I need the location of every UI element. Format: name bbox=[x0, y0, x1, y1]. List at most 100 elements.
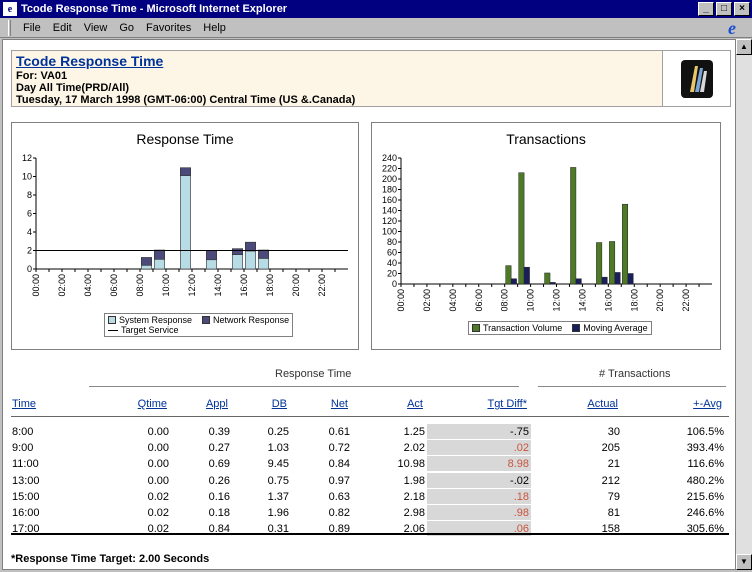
bar-system-response bbox=[258, 258, 270, 270]
menu-file[interactable]: File bbox=[23, 21, 41, 34]
x-tick-label: 02:00 bbox=[57, 274, 67, 297]
bar-transaction-volume bbox=[544, 272, 551, 285]
cell-actual: 81 bbox=[607, 507, 620, 519]
x-tick-label: 08:00 bbox=[500, 289, 510, 312]
col-appl[interactable]: Appl bbox=[205, 398, 228, 410]
x-tick-label: 00:00 bbox=[396, 289, 406, 312]
cell-time: 9:00 bbox=[12, 442, 34, 455]
cell-act: 2.18 bbox=[403, 490, 425, 503]
response-time-legend: System Response Network Response Target … bbox=[104, 313, 294, 337]
response-time-plot: 0 2 4 6 8 10 12 00:00 02:00 04:00 06:00 08:00 10:00 1… bbox=[22, 153, 348, 297]
group-transactions: # Transactions bbox=[599, 368, 671, 380]
y-tick-label: 40 bbox=[387, 258, 397, 268]
cell-time: 11:00 bbox=[12, 458, 39, 471]
y-tick-label: 200 bbox=[382, 174, 397, 184]
moving-average-swatch bbox=[572, 324, 581, 332]
cell-actual: 212 bbox=[601, 474, 620, 487]
cell-db: 0.25 bbox=[267, 426, 289, 438]
col-time[interactable]: Time bbox=[12, 398, 37, 410]
y-tick-label: 160 bbox=[382, 195, 397, 205]
cell-act: 2.06 bbox=[403, 523, 425, 536]
x-tick-label: 22:00 bbox=[317, 274, 327, 297]
cell-qtime: 0.02 bbox=[147, 490, 169, 503]
transactions-chart: Transactions 0 20 40 60 80 100 120 140 160 180 200… bbox=[371, 122, 721, 350]
cell-tgt: .06 bbox=[513, 523, 529, 536]
scroll-up-icon[interactable]: ▲ bbox=[736, 39, 752, 55]
bar-transaction-volume bbox=[609, 241, 616, 285]
bar-transaction-volume bbox=[505, 265, 512, 285]
cell-db: 1.37 bbox=[267, 490, 289, 503]
col-actual[interactable]: Actual bbox=[587, 398, 618, 410]
scroll-down-icon[interactable]: ▼ bbox=[736, 554, 752, 570]
cell-actual: 205 bbox=[601, 442, 620, 455]
close-button[interactable]: × bbox=[734, 2, 750, 16]
col-db[interactable]: DB bbox=[271, 398, 287, 410]
cell-db: 0.75 bbox=[267, 474, 289, 487]
x-tick-label: 20:00 bbox=[655, 289, 665, 312]
bar-network-response bbox=[258, 249, 270, 259]
vertical-scrollbar[interactable]: ▲ ▼ bbox=[736, 39, 752, 570]
bar-moving-average bbox=[510, 278, 517, 285]
x-tick-label: 16:00 bbox=[603, 289, 613, 312]
tgt-diff-shade bbox=[427, 488, 531, 504]
footnote: *Response Time Target: 2.00 Seconds bbox=[11, 553, 210, 565]
menu-edit[interactable]: Edit bbox=[52, 21, 72, 34]
x-tick-label: 08:00 bbox=[135, 274, 145, 297]
menu-view[interactable]: View bbox=[83, 21, 108, 34]
bar-system-response bbox=[206, 259, 218, 270]
cell-qtime: 0.02 bbox=[147, 523, 169, 536]
cell-act: 1.25 bbox=[403, 426, 425, 438]
menu-help[interactable]: Help bbox=[203, 21, 226, 34]
report-header: Tcode Response Time For: VA01 Day All Ti… bbox=[11, 50, 731, 107]
page-title[interactable]: Tcode Response Time bbox=[16, 53, 164, 69]
company-logo bbox=[662, 51, 730, 106]
cell-net: 0.97 bbox=[328, 474, 350, 487]
bar-network-response bbox=[245, 241, 257, 252]
cell-qtime: 0.00 bbox=[147, 442, 169, 455]
tgt-diff-shade bbox=[427, 472, 531, 488]
col-net[interactable]: Net bbox=[330, 398, 348, 410]
window-titlebar[interactable]: e Tcode Response Time - Microsoft Intern… bbox=[0, 0, 752, 18]
table-row: 11:00 0.00 0.69 9.45 0.84 10.98 8.98 21 116.6% bbox=[3, 456, 735, 472]
col-tgt-diff[interactable]: Tgt Diff* bbox=[487, 398, 527, 410]
x-tick-label: 16:00 bbox=[239, 274, 249, 297]
group-response-divider bbox=[89, 386, 519, 387]
x-tick-label: 14:00 bbox=[577, 289, 587, 312]
tgt-diff-shade bbox=[427, 505, 531, 520]
col-qtime[interactable]: Qtime bbox=[137, 398, 167, 410]
x-tick-label: 02:00 bbox=[422, 289, 432, 312]
y-tick-label: 6 bbox=[27, 209, 32, 219]
menu-go[interactable]: Go bbox=[119, 21, 135, 34]
maximize-button[interactable]: □ bbox=[716, 2, 732, 16]
bar-network-response bbox=[206, 250, 218, 261]
x-tick-label: 06:00 bbox=[109, 274, 119, 297]
x-tick-label: 12:00 bbox=[552, 289, 562, 312]
logo-mark-icon bbox=[680, 59, 713, 98]
cell-act: 2.02 bbox=[403, 442, 425, 455]
cell-avg: 246.6% bbox=[686, 507, 724, 519]
ie-app-icon[interactable]: e bbox=[3, 2, 17, 16]
report-tcode: For: VA01 bbox=[16, 70, 68, 82]
col-act[interactable]: Act bbox=[407, 398, 423, 410]
ie-logo-icon: e bbox=[728, 17, 736, 38]
cell-tgt: .18 bbox=[513, 490, 529, 503]
table-row: 8:00 0.00 0.39 0.25 0.61 1.25 -.75 30 106.5% bbox=[3, 424, 735, 440]
response-time-chart: Response Time 0 2 4 6 8 10 12 00:00 02:00 04:00 06… bbox=[11, 122, 359, 350]
x-tick-label: 04:00 bbox=[83, 274, 93, 297]
x-tick-label: 06:00 bbox=[474, 289, 484, 312]
col-avg[interactable]: +-Avg bbox=[693, 398, 722, 410]
cell-time: 17:00 bbox=[12, 523, 40, 536]
legend-moving-average: Moving Average bbox=[572, 323, 648, 333]
minimize-button[interactable]: _ bbox=[698, 2, 714, 16]
bar-network-response bbox=[141, 257, 153, 266]
y-tick-label: 60 bbox=[387, 248, 397, 258]
y-tick-label: 10 bbox=[22, 172, 32, 182]
x-tick-label: 04:00 bbox=[448, 289, 458, 312]
cell-appl: 0.84 bbox=[208, 523, 230, 536]
legend-label: Transaction Volume bbox=[483, 323, 563, 333]
menu-favorites[interactable]: Favorites bbox=[146, 21, 192, 34]
chart-title: Transactions bbox=[506, 131, 586, 147]
cell-net: 0.89 bbox=[328, 523, 350, 536]
x-tick-label: 20:00 bbox=[291, 274, 301, 297]
